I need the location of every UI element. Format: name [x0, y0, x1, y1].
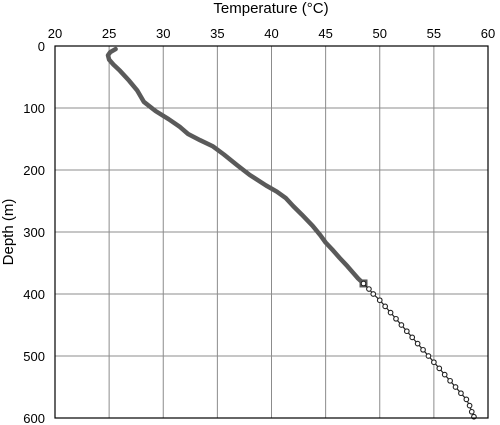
- x-tick-label-7: 55: [427, 26, 441, 41]
- series-1-point-5: [387, 309, 394, 316]
- series-1-point-1: [366, 286, 372, 292]
- series-1-point-17: [452, 384, 459, 390]
- series-1-point-20: [466, 402, 473, 409]
- y-tick-label-0: 0: [38, 39, 45, 54]
- series-1-point-7: [398, 322, 405, 328]
- y-tick-label-3: 300: [23, 225, 45, 240]
- series-line-0: [105, 46, 366, 286]
- series-1-point-15: [441, 371, 448, 378]
- series-1-point-9: [409, 334, 416, 341]
- series-1-point-14: [436, 365, 443, 372]
- y-tick-label-4: 400: [23, 287, 45, 302]
- series-1-point-0: [360, 280, 367, 287]
- y-tick-label-6: 600: [23, 411, 45, 425]
- y-tick-labels: 0 100 200 300 400 500 600: [23, 39, 45, 425]
- series-1-point-11: [420, 346, 426, 353]
- series-1-point-12: [425, 353, 432, 359]
- x-tick-label-5: 45: [318, 26, 332, 41]
- series-1-point-16: [447, 377, 453, 384]
- series-1-point-4: [382, 303, 389, 310]
- x-tick-label-4: 40: [264, 26, 278, 41]
- series-1-point-21: [468, 408, 475, 415]
- x-tick-label-0: 20: [48, 26, 62, 41]
- series-1-point-2: [370, 291, 377, 297]
- x-tick-label-2: 30: [156, 26, 170, 41]
- series-1-point-8: [403, 328, 410, 335]
- series-1-point-6: [393, 315, 399, 322]
- y-tick-label-2: 200: [23, 163, 45, 178]
- data-series: [105, 46, 477, 420]
- x-tick-label-3: 35: [210, 26, 224, 41]
- x-tick-label-8: 60: [481, 26, 495, 41]
- x-tick-label-1: 25: [102, 26, 116, 41]
- y-tick-label-5: 500: [23, 349, 45, 364]
- series-1-point-3: [376, 297, 383, 304]
- series-1-point-13: [431, 359, 437, 366]
- y-axis-title: Depth (m): [0, 199, 17, 266]
- x-axis-title: Temperature (°C): [213, 0, 328, 17]
- x-tick-label-6: 50: [373, 26, 387, 41]
- series-1-point-10: [414, 340, 421, 347]
- y-tick-label-1: 100: [23, 101, 45, 116]
- x-tick-labels: 20 25 30 35 40 45 50 55 60: [48, 26, 495, 41]
- series-1-point-19: [463, 396, 470, 403]
- series-1-point-18: [458, 390, 464, 397]
- plot-frame: [54, 45, 489, 419]
- gridlines: [54, 45, 489, 419]
